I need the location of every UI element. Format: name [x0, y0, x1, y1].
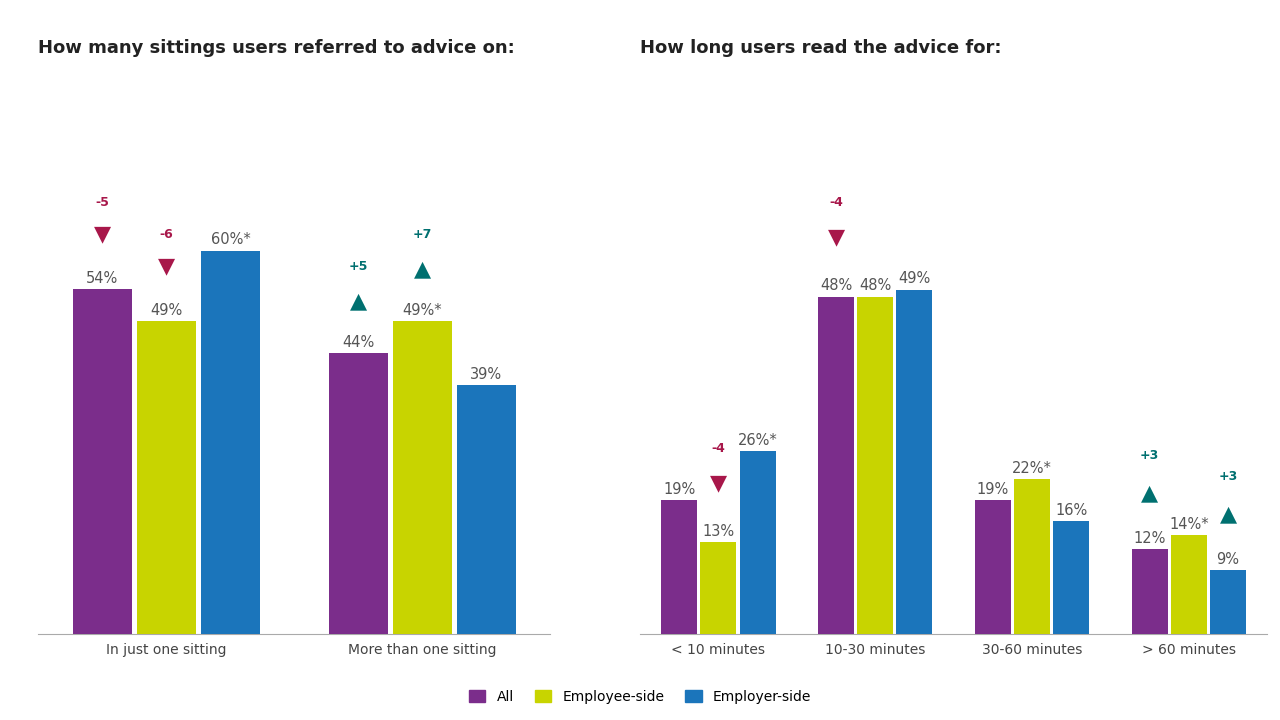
Text: 9%: 9% [1216, 552, 1239, 567]
Legend: All, Employee-side, Employer-side: All, Employee-side, Employer-side [463, 684, 817, 709]
Bar [1132, 549, 1167, 634]
Bar [662, 500, 698, 634]
Text: How long users read the advice for:: How long users read the advice for: [640, 39, 1001, 57]
Bar [896, 289, 932, 634]
Text: 44%: 44% [342, 335, 375, 350]
Text: ▲: ▲ [413, 259, 431, 279]
Text: -4: -4 [829, 196, 844, 209]
Text: ▼: ▼ [710, 473, 727, 493]
Bar [329, 353, 388, 634]
Text: 48%: 48% [820, 278, 852, 293]
Text: +3: +3 [1219, 469, 1238, 482]
Text: 49%: 49% [150, 302, 183, 318]
Text: 60%*: 60%* [210, 233, 251, 248]
Text: 22%*: 22%* [1012, 461, 1052, 476]
Text: 19%: 19% [977, 482, 1009, 497]
Text: -4: -4 [712, 441, 726, 454]
Text: +5: +5 [348, 260, 369, 273]
Text: ▼: ▼ [827, 228, 845, 248]
Text: 12%: 12% [1133, 531, 1166, 546]
Bar [73, 289, 132, 634]
Bar [201, 251, 260, 634]
Text: How many sittings users referred to advice on:: How many sittings users referred to advi… [38, 39, 515, 57]
Bar [818, 297, 854, 634]
Text: 54%: 54% [86, 271, 119, 286]
Text: 26%*: 26%* [737, 433, 777, 448]
Text: -6: -6 [160, 228, 173, 241]
Bar [1210, 570, 1245, 634]
Text: 19%: 19% [663, 482, 695, 497]
Text: 48%: 48% [859, 278, 891, 293]
Text: 49%: 49% [899, 271, 931, 286]
Bar [137, 321, 196, 634]
Text: ▼: ▼ [93, 225, 111, 244]
Text: 49%*: 49%* [403, 302, 442, 318]
Text: +7: +7 [412, 228, 433, 241]
Bar [1014, 480, 1050, 634]
Bar [975, 500, 1011, 634]
Text: ▲: ▲ [1140, 484, 1158, 504]
Text: 16%: 16% [1055, 503, 1087, 518]
Bar [740, 451, 776, 634]
Text: ▲: ▲ [349, 292, 367, 311]
Bar [858, 297, 893, 634]
Text: +3: +3 [1140, 449, 1160, 462]
Bar [1171, 536, 1207, 634]
Bar [393, 321, 452, 634]
Bar [700, 542, 736, 634]
Text: 13%: 13% [703, 524, 735, 539]
Text: 39%: 39% [470, 366, 503, 382]
Text: ▲: ▲ [1220, 505, 1236, 525]
Text: -5: -5 [96, 197, 109, 210]
Bar [1053, 521, 1089, 634]
Text: ▼: ▼ [157, 256, 175, 276]
Bar [457, 384, 516, 634]
Text: 14%*: 14%* [1169, 517, 1208, 532]
